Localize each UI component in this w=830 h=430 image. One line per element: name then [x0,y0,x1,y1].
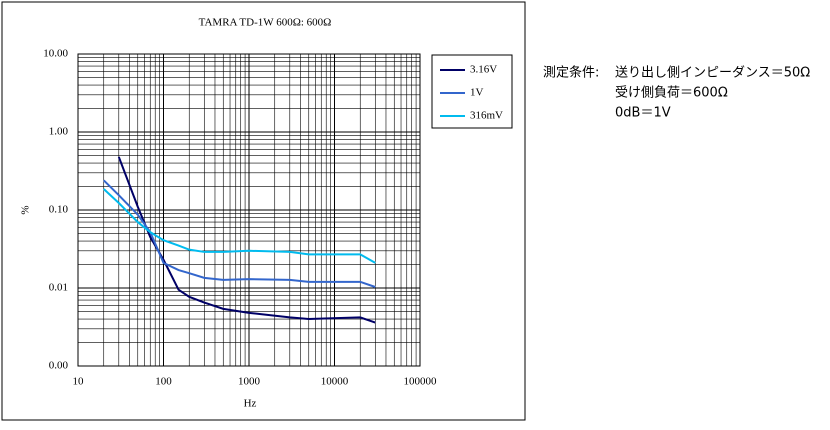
y-tick-label: 10.00 [43,48,68,60]
series-line [103,179,376,288]
y-tick-label: 0.01 [49,282,68,294]
plot-border [77,53,421,367]
y-axis-label: % [20,205,32,214]
x-axis-label: Hz [244,398,257,410]
x-tick-label: 10 [73,376,85,388]
annotation: 測定条件: [543,65,599,81]
legend-label: 3.16V [470,64,497,76]
y-tick-label: 1.00 [49,126,69,138]
legend-label: 316mV [470,110,503,122]
annotation: 受け側負荷＝600Ω [615,86,728,101]
y-tick-label: 0.00 [49,360,69,372]
x-tick-label: 100000 [404,376,438,388]
annotation: 送り出し側インピーダンス＝50Ω [615,66,810,81]
series-line [117,156,376,324]
x-tick-label: 100 [155,376,172,388]
chart-title: TAMRA TD-1W 600Ω: 600Ω [199,17,332,29]
y-tick-label: 0.10 [49,204,69,216]
annotation: 0dB＝1V [615,106,671,121]
x-tick-label: 10000 [321,376,349,388]
legend-label: 1V [470,87,484,99]
x-tick-label: 1000 [238,376,261,388]
series-line [103,188,376,264]
